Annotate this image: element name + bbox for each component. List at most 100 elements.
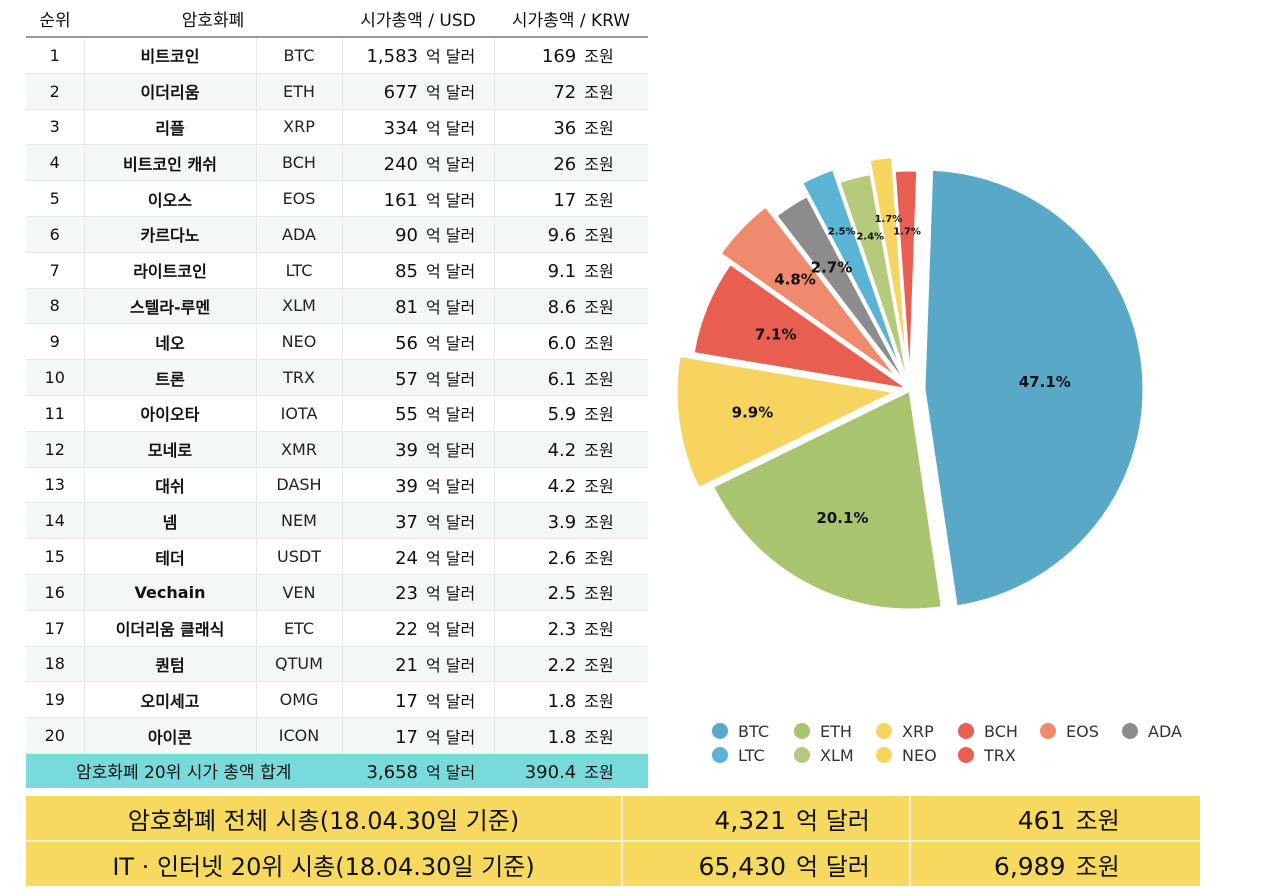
rank-cell: 8: [26, 288, 85, 325]
usd-cell: 21 억 달러: [342, 646, 495, 683]
rank-cell: 15: [26, 538, 85, 575]
pie-slice-ltc: [799, 167, 906, 378]
total-usd-unit: 억 달러: [426, 762, 476, 782]
usd-value: 39: [395, 440, 418, 462]
krw-unit: 조원: [584, 691, 614, 711]
pie-label-xlm: 2.4%: [856, 232, 884, 243]
krw-unit: 조원: [584, 727, 614, 747]
usd-cell: 1,583 억 달러: [342, 37, 495, 74]
legend-swatch: [876, 747, 892, 763]
table-row: 16 Vechain VEN 23 억 달러 2.5 조원: [26, 574, 648, 611]
usd-unit: 억 달러: [426, 476, 476, 496]
krw-cell: 36 조원: [494, 109, 648, 146]
rank-cell: 18: [26, 646, 85, 683]
coin-symbol: ICON: [256, 717, 343, 754]
table-row: 13 대쉬 DASH 39 억 달러 4.2 조원: [26, 467, 648, 504]
krw-cell: 6.1 조원: [494, 359, 648, 396]
usd-value: 81: [395, 296, 418, 318]
pie-label-ltc: 2.5%: [828, 227, 856, 238]
krw-value: 3.9: [547, 511, 577, 533]
usd-value: 39: [395, 475, 418, 497]
coin-symbol: ETH: [256, 73, 343, 110]
usd-unit: 억 달러: [426, 262, 476, 282]
coin-symbol: ETC: [256, 610, 343, 647]
summary-usd: 4,321 억 달러: [622, 796, 911, 842]
krw-cell: 2.2 조원: [494, 646, 648, 683]
coin-symbol: XLM: [256, 288, 343, 325]
krw-cell: 9.1 조원: [494, 252, 648, 289]
coin-symbol: NEO: [256, 323, 343, 361]
rank-cell: 9: [26, 323, 85, 361]
legend-swatch: [958, 723, 974, 739]
coin-symbol: QTUM: [256, 646, 343, 683]
coin-name: Vechain: [84, 574, 257, 611]
legend-label: EOS: [1066, 721, 1099, 741]
usd-unit: 억 달러: [426, 154, 476, 174]
krw-unit: 조원: [584, 369, 614, 389]
summary-krw-value: 6,989: [993, 851, 1066, 881]
coin-name: 라이트코인: [84, 252, 257, 289]
legend-label: BTC: [738, 721, 769, 741]
usd-value: 21: [395, 654, 418, 676]
pie-label-ada: 2.7%: [811, 258, 853, 276]
krw-unit: 조원: [584, 83, 614, 103]
krw-cell: 6.0 조원: [494, 323, 648, 361]
krw-unit: 조원: [584, 512, 614, 532]
rank-cell: 11: [26, 395, 85, 432]
pie-slice-neo: [867, 155, 910, 377]
krw-cell: 1.8 조원: [494, 717, 648, 754]
usd-value: 677: [383, 82, 418, 104]
rank-cell: 6: [26, 216, 85, 253]
summary-row: 암호화폐 전체 시총(18.04.30일 기준) 4,321 억 달러 461 조원: [26, 796, 1200, 842]
legend-swatch: [794, 747, 810, 763]
table-row: 19 오미세고 OMG 17 억 달러 1.8 조원: [26, 681, 648, 719]
usd-cell: 17 억 달러: [342, 717, 495, 754]
coin-name: 테더: [84, 538, 257, 575]
pie-slice-eth: [710, 387, 944, 612]
legend-swatch: [1122, 723, 1138, 739]
table-row: 1 비트코인 BTC 1,583 억 달러 169 조원: [26, 37, 648, 74]
krw-cell: 4.2 조원: [494, 467, 648, 504]
usd-cell: 56 억 달러: [342, 323, 495, 361]
rank-cell: 10: [26, 359, 85, 396]
legend-swatch: [712, 723, 728, 739]
krw-unit: 조원: [584, 297, 614, 317]
krw-unit: 조원: [584, 655, 614, 675]
coin-symbol: XMR: [256, 431, 343, 468]
usd-value: 24: [395, 547, 418, 569]
coin-name: 비트코인: [84, 37, 257, 74]
krw-value: 9.1: [547, 261, 577, 283]
table-row: 3 리플 XRP 334 억 달러 36 조원: [26, 109, 648, 146]
legend-item-bch: BCH: [958, 722, 1040, 741]
legend-label: XLM: [820, 745, 854, 765]
summary-usd: 65,430 억 달러: [622, 841, 911, 886]
krw-cell: 2.6 조원: [494, 538, 648, 575]
summary-krw: 461 조원: [910, 796, 1200, 842]
usd-value: 55: [395, 404, 418, 426]
summary-usd-value: 65,430: [698, 851, 786, 881]
legend-item-eos: EOS: [1040, 721, 1122, 741]
rank-cell: 14: [26, 502, 85, 540]
krw-unit: 조원: [584, 47, 614, 67]
legend-item-ada: ADA: [1122, 722, 1204, 741]
table-row: 8 스텔라-루멘 XLM 81 억 달러 8.6 조원: [26, 288, 648, 325]
krw-unit: 조원: [584, 154, 614, 174]
usd-unit: 억 달러: [426, 584, 476, 604]
usd-cell: 85 억 달러: [342, 252, 495, 289]
pie-label-eos: 4.8%: [774, 270, 816, 288]
usd-unit: 억 달러: [426, 620, 476, 640]
usd-unit: 억 달러: [426, 655, 476, 675]
coin-name: 아이콘: [84, 717, 257, 754]
usd-unit: 억 달러: [426, 190, 476, 210]
krw-cell: 9.6 조원: [494, 216, 648, 253]
pie-label-eth: 20.1%: [816, 509, 868, 527]
krw-unit: 조원: [584, 620, 614, 640]
usd-cell: 39 억 달러: [342, 431, 495, 468]
rank-cell: 7: [26, 252, 85, 289]
rank-cell: 20: [26, 717, 85, 754]
krw-cell: 2.3 조원: [494, 610, 648, 647]
table-row: 5 이오스 EOS 161 억 달러 17 조원: [26, 180, 648, 217]
usd-value: 161: [383, 189, 418, 211]
total-usd-value: 3,658: [366, 761, 418, 783]
total-krw: 390.4 조원: [494, 753, 648, 788]
